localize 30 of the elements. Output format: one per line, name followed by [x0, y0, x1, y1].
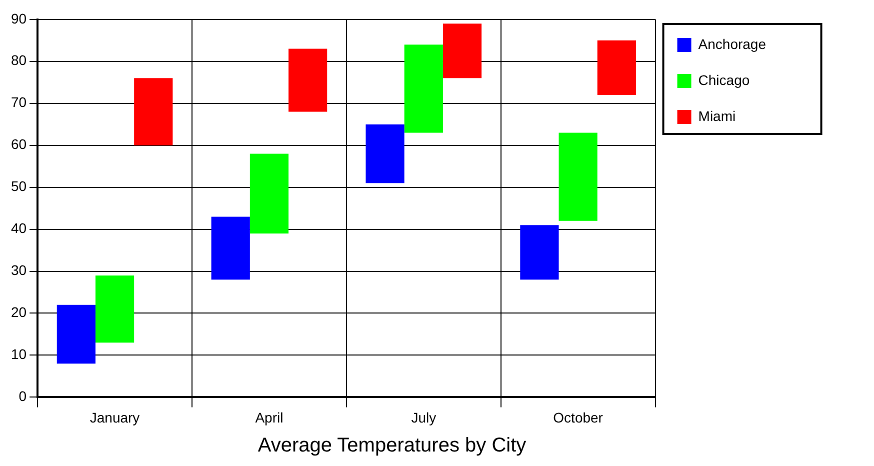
bar [56, 304, 96, 364]
legend-label: Chicago [698, 72, 750, 88]
y-tick-label: 50 [10, 178, 27, 194]
bar [250, 154, 289, 234]
legend-label: Anchorage [698, 36, 766, 52]
y-tick-label: 40 [10, 220, 27, 236]
y-tick-label: 0 [18, 388, 27, 404]
text: Average Temperatures by City [258, 434, 526, 457]
bar [366, 124, 404, 184]
bar [134, 78, 173, 146]
y-tick-label: 80 [10, 52, 27, 68]
bar [288, 48, 328, 112]
bar [597, 40, 636, 95]
legend-label: Miami [698, 108, 736, 124]
y-tick-label: 60 [10, 136, 27, 152]
y-tick-label: 10 [10, 346, 27, 362]
x-tick-label: October [553, 409, 604, 426]
bar [404, 44, 443, 133]
y-tick-label: 20 [10, 304, 27, 320]
y-tick-label: 70 [10, 94, 27, 110]
y-tick-label: 90 [10, 10, 27, 26]
bar [442, 24, 482, 78]
bar [95, 275, 134, 343]
x-tick-label: January [90, 409, 140, 426]
bar [558, 132, 598, 221]
bar [520, 225, 559, 280]
x-tick-label: April [255, 409, 284, 426]
x-tick-label: July [411, 409, 436, 426]
y-tick-label: 30 [10, 262, 27, 278]
bar [211, 216, 250, 280]
